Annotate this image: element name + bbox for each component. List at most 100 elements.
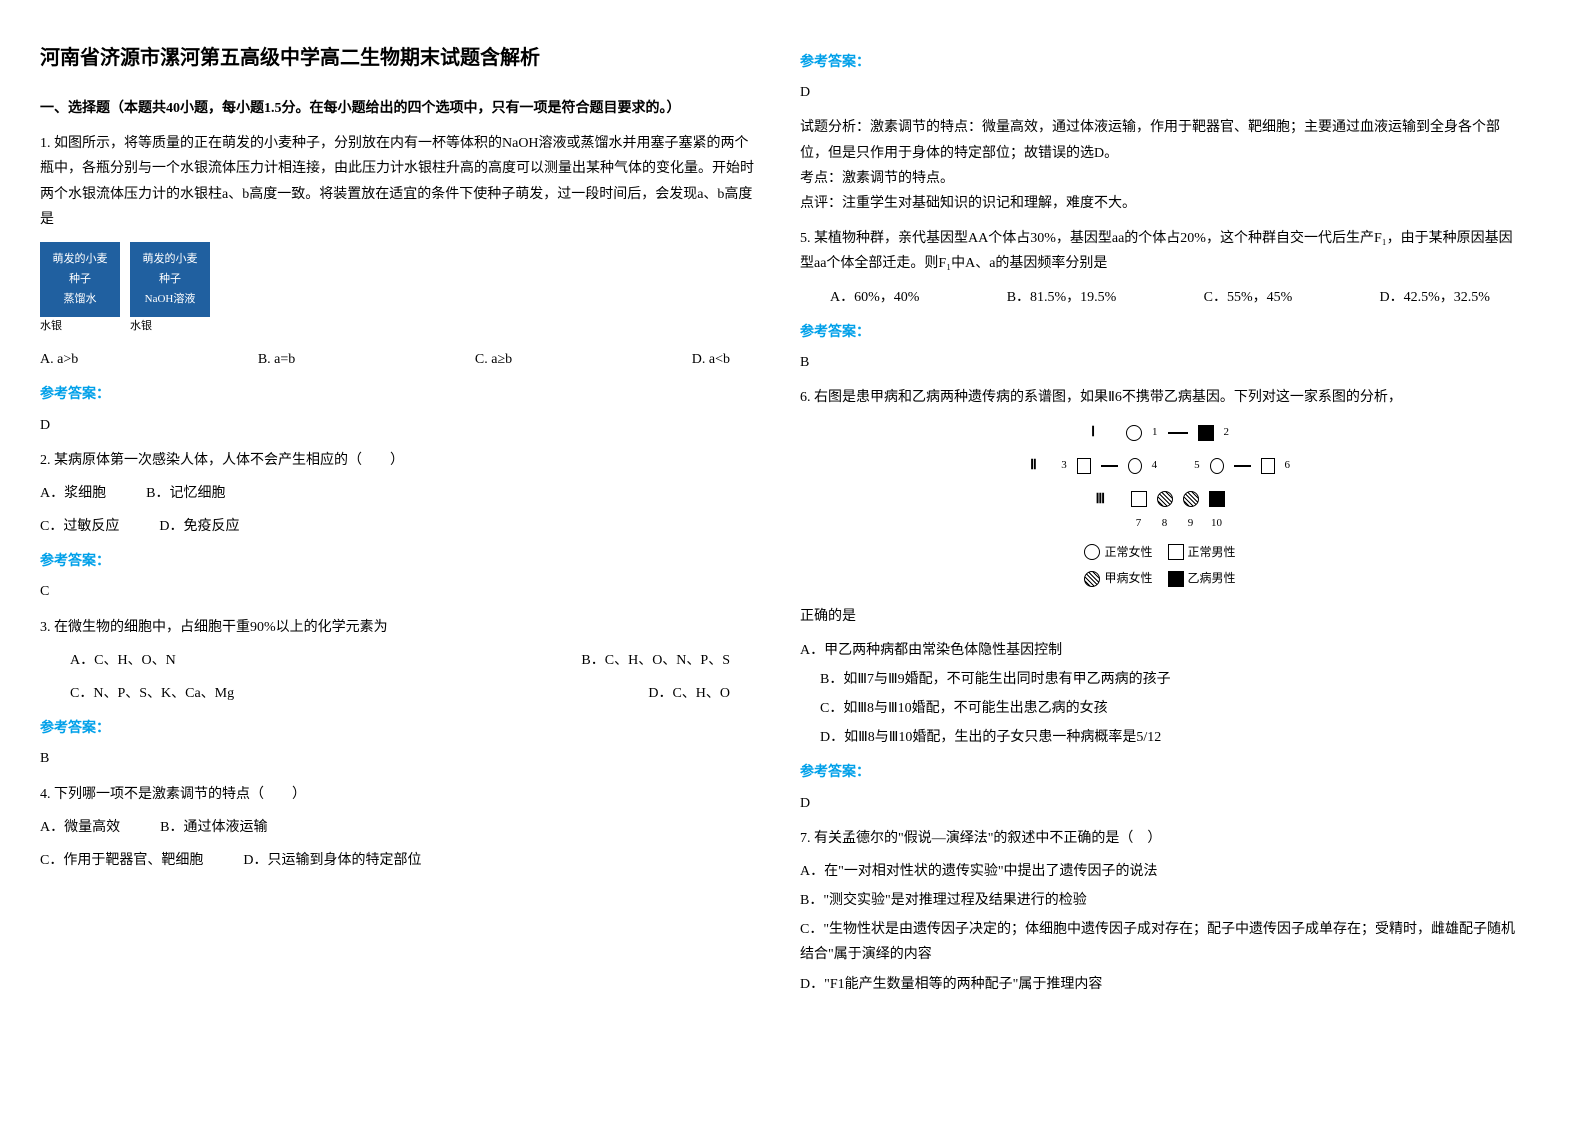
gen2-line2: [1234, 465, 1251, 467]
gen1-2-square: [1198, 425, 1214, 441]
q5-opt-c: C．55%，45%: [1204, 285, 1293, 310]
gen3-9-num: 9: [1183, 514, 1199, 534]
diagram-b-box: 萌发的小麦种子 NaOH溶液: [130, 242, 210, 317]
q5-options: A．60%，40% B．81.5%，19.5% C．55%，45% D．42.5…: [800, 285, 1520, 310]
q1-options: A. a>b B. a=b C. a≥b D. a<b: [40, 347, 760, 372]
legend-jia-f: 甲病女性: [1084, 568, 1152, 590]
question-2: 2. 某病原体第一次感染人体，人体不会产生相应的（ ）: [40, 448, 760, 473]
question-5: 5. 某植物种群，亲代基因型AA个体占30%，基因型aa的个体占20%，这个种群…: [800, 226, 1520, 276]
diagram-b-label: 萌发的小麦种子: [138, 250, 202, 290]
gen1-line: [1168, 432, 1188, 434]
left-column: 河南省济源市漯河第五高级中学高二生物期末试题含解析 一、选择题（本题共40小题，…: [40, 40, 760, 1005]
q6-opt-c: C．如Ⅲ8与Ⅲ10婚配，不可能生出患乙病的女孩: [800, 696, 1520, 721]
diagram-a-sub: 蒸馏水: [48, 290, 112, 310]
section-header: 一、选择题（本题共40小题，每小题1.5分。在每小题给出的四个选项中，只有一项是…: [40, 96, 760, 121]
q2-opt-b: B．记忆细胞: [146, 481, 225, 506]
q1-opt-b: B. a=b: [258, 347, 295, 372]
q6-opt-d: D．如Ⅲ8与Ⅲ10婚配，生出的子女只患一种病概率是5/12: [800, 725, 1520, 750]
q5-answer-label: 参考答案：: [800, 320, 1520, 345]
q4-opt-d: D．只运输到身体的特定部位: [243, 848, 421, 873]
q6-opt-a: A．甲乙两种病都由常染色体隐性基因控制: [800, 638, 1520, 663]
gen2-label: Ⅱ: [1030, 453, 1051, 478]
analysis-label: 试题分析：: [800, 120, 870, 135]
gen3-7-num: 7: [1131, 514, 1147, 534]
q6-options: A．甲乙两种病都由常染色体隐性基因控制 B．如Ⅲ7与Ⅲ9婚配，不可能生出同时患有…: [800, 638, 1520, 751]
q7-opt-c: C．"生物性状是由遗传因子决定的；体细胞中遗传因子成对存在；配子中遗传因子成单存…: [800, 917, 1520, 967]
gen3-9-circle: [1183, 491, 1199, 507]
q5-opt-b: B．81.5%，19.5%: [1007, 285, 1117, 310]
legend-yi-m: 乙病男性: [1168, 568, 1236, 590]
right-column: 参考答案： D 试题分析：激素调节的特点：微量高效，通过体液运输，作用于靶器官、…: [800, 40, 1520, 1005]
q4-answer: D: [800, 80, 1520, 105]
q3-opt-b: B．C、H、O、N、P、S: [581, 648, 730, 673]
question-4: 4. 下列哪一项不是激素调节的特点（ ）: [40, 782, 760, 807]
gen2-5-num: 5: [1194, 456, 1200, 476]
gen2-3-square: [1077, 458, 1091, 474]
pedigree-diagram: Ⅰ 1 2 Ⅱ 3 4 5 6 Ⅲ: [1030, 420, 1290, 594]
diagram-b: 萌发的小麦种子 NaOH溶液 水银: [130, 242, 220, 337]
q3-options: A．C、H、O、N B．C、H、O、N、P、S C．N、P、S、K、Ca、Mg …: [40, 648, 760, 706]
q4-opt-b: B．通过体液运输: [160, 815, 267, 840]
gen2-3-num: 3: [1061, 456, 1067, 476]
gen1-1-circle: [1126, 425, 1142, 441]
point-text: 激素调节的特点。: [842, 171, 954, 186]
q1-diagram: 萌发的小麦种子 蒸馏水 水银 萌发的小麦种子 NaOH溶液 水银: [40, 242, 760, 337]
q6-text-end: 正确的是: [800, 604, 1520, 629]
diagram-a: 萌发的小麦种子 蒸馏水 水银: [40, 242, 130, 337]
q2-answer-label: 参考答案：: [40, 549, 760, 574]
gen1-1-num: 1: [1152, 423, 1158, 443]
question-7: 7. 有关孟德尔的"假说—演绎法"的叙述中不正确的是（ ）: [800, 826, 1520, 851]
gen3-8-num: 8: [1157, 514, 1173, 534]
q4-opt-c: C．作用于靶器官、靶细胞: [40, 848, 203, 873]
legend-normal-f: 正常女性: [1084, 542, 1152, 564]
q7-opt-b: B．"测交实验"是对推理过程及结果进行的检验: [800, 888, 1520, 913]
comment-text: 注重学生对基础知识的识记和理解，难度不大。: [842, 196, 1136, 211]
pedigree-gen2: Ⅱ 3 4 5 6: [1030, 453, 1290, 478]
legend-normal-m: 正常男性: [1168, 542, 1236, 564]
question-6: 6. 右图是患甲病和乙病两种遗传病的系谱图，如果Ⅱ6不携带乙病基因。下列对这一家…: [800, 385, 1520, 410]
q3-answer-label: 参考答案：: [40, 716, 760, 741]
question-3: 3. 在微生物的细胞中，占细胞干重90%以上的化学元素为: [40, 615, 760, 640]
q3-answer: B: [40, 746, 760, 771]
q2-answer: C: [40, 579, 760, 604]
pedigree-legend: 正常女性 正常男性 甲病女性 乙病男性: [1030, 542, 1290, 595]
q2-options: A．浆细胞 B．记忆细胞 C．过敏反应 D．免疫反应: [40, 481, 760, 539]
q4-options: A．微量高效 B．通过体液运输 C．作用于靶器官、靶细胞 D．只运输到身体的特定…: [40, 815, 760, 873]
q4-analysis: 试题分析：激素调节的特点：微量高效，通过体液运输，作用于靶器官、靶细胞；主要通过…: [800, 115, 1520, 165]
q6-answer: D: [800, 791, 1520, 816]
q1-opt-c: C. a≥b: [475, 347, 512, 372]
q5-opt-a: A．60%，40%: [830, 285, 919, 310]
gen3-7-square: [1131, 491, 1147, 507]
gen2-4-num: 4: [1152, 456, 1158, 476]
diagram-a-mercury: 水银: [40, 317, 130, 337]
diagram-a-label: 萌发的小麦种子: [48, 250, 112, 290]
page-title: 河南省济源市漯河第五高级中学高二生物期末试题含解析: [40, 40, 760, 76]
q7-opt-d: D．"F1能产生数量相等的两种配子"属于推理内容: [800, 972, 1520, 997]
gen1-2-num: 2: [1224, 423, 1230, 443]
gen3-10-square: [1209, 491, 1225, 507]
q1-opt-a: A. a>b: [40, 347, 78, 372]
comment-label: 点评：: [800, 196, 842, 211]
gen2-line1: [1101, 465, 1118, 467]
q6-answer-label: 参考答案：: [800, 760, 1520, 785]
diagram-a-box: 萌发的小麦种子 蒸馏水: [40, 242, 120, 317]
gen2-6-square: [1261, 458, 1275, 474]
q7-options: A．在"一对相对性状的遗传实验"中提出了遗传因子的说法 B．"测交实验"是对推理…: [800, 859, 1520, 997]
q4-answer-label: 参考答案：: [800, 50, 1520, 75]
gen3-8-circle: [1157, 491, 1173, 507]
pedigree-gen3-nums: 7 8 9 10: [1030, 514, 1290, 534]
q3-opt-d: D．C、H、O: [648, 681, 730, 706]
q1-opt-d: D. a<b: [692, 347, 730, 372]
question-1: 1. 如图所示，将等质量的正在萌发的小麦种子，分别放在内有一杯等体积的NaOH溶…: [40, 131, 760, 232]
point-label: 考点：: [800, 171, 842, 186]
q3-opt-c: C．N、P、S、K、Ca、Mg: [70, 681, 234, 706]
q2-opt-c: C．过敏反应: [40, 514, 119, 539]
q4-point: 考点：激素调节的特点。: [800, 166, 1520, 191]
pedigree-gen3: Ⅲ: [1030, 487, 1290, 512]
q4-comment: 点评：注重学生对基础知识的识记和理解，难度不大。: [800, 191, 1520, 216]
gen3-label: Ⅲ: [1096, 487, 1121, 512]
gen1-label: Ⅰ: [1091, 420, 1116, 445]
q6-opt-b: B．如Ⅲ7与Ⅲ9婚配，不可能生出同时患有甲乙两病的孩子: [800, 667, 1520, 692]
q2-opt-d: D．免疫反应: [159, 514, 239, 539]
q5-opt-d: D．42.5%，32.5%: [1380, 285, 1490, 310]
